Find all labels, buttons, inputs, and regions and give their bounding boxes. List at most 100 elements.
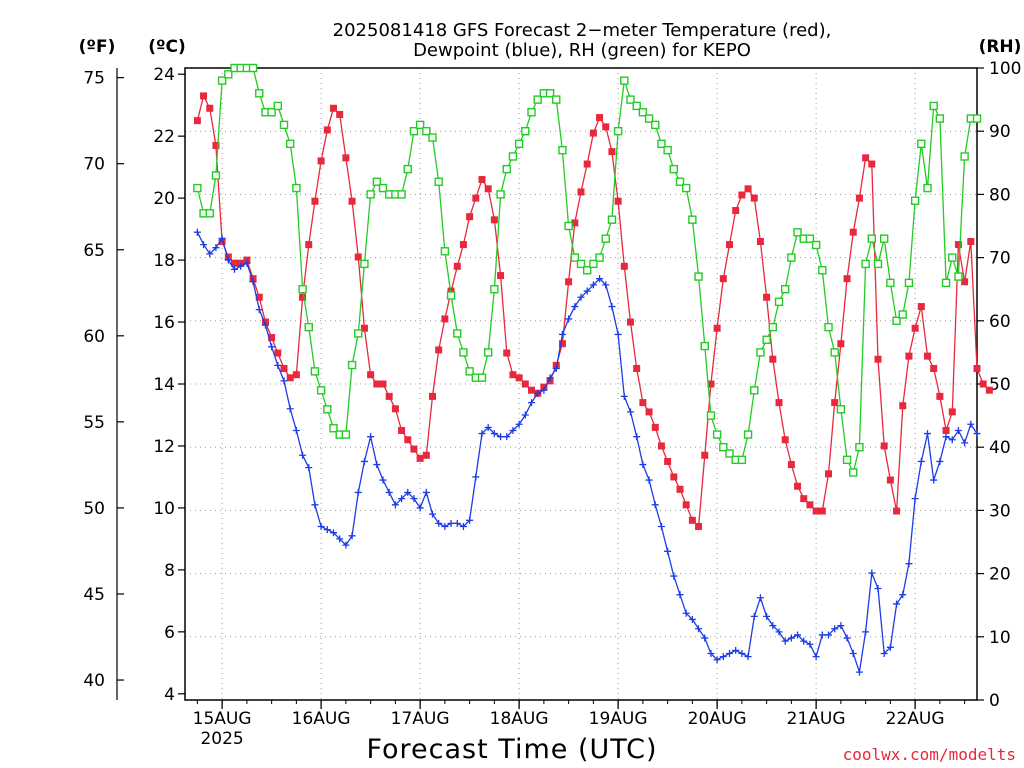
dewpoint-point — [936, 457, 944, 465]
temperature-point — [596, 114, 604, 122]
rh-point — [756, 348, 765, 357]
temperature-point — [268, 334, 276, 342]
dewpoint-point — [849, 650, 857, 658]
rh-point — [929, 101, 938, 111]
dewpoint-point — [738, 650, 746, 658]
dewpoint-point — [206, 250, 214, 258]
temperature-point — [497, 272, 505, 280]
dewpoint-point — [942, 433, 950, 441]
dewpoint-point — [231, 265, 238, 273]
temperature-point — [855, 194, 863, 202]
temperature-point — [695, 523, 703, 531]
temperature-point — [750, 194, 758, 202]
temperature-point — [756, 237, 764, 245]
dewpoint-point — [237, 262, 245, 270]
rh-point — [582, 266, 592, 275]
temperature-point — [212, 141, 220, 149]
dewpoint-point — [552, 365, 560, 373]
dewpoint-point — [633, 433, 641, 441]
dewpoint-point — [787, 634, 795, 642]
temperature-point — [682, 501, 690, 509]
dewpoint-point — [268, 343, 276, 351]
temperature-point — [979, 380, 987, 388]
rh-point — [651, 120, 660, 130]
temperature-point — [602, 123, 610, 131]
rh-point — [589, 259, 598, 269]
dewpoint-point — [243, 259, 251, 267]
rh-point — [644, 114, 654, 123]
temperature-point — [893, 507, 901, 515]
temperature-point — [837, 340, 845, 348]
dewpoint-point — [193, 228, 201, 236]
temperature-point — [701, 451, 709, 459]
celsius-tick-label: 18 — [153, 251, 175, 271]
dewpoint-point — [719, 653, 727, 661]
temperature-point — [323, 126, 331, 134]
dewpoint-point — [311, 501, 319, 509]
rh-point — [446, 291, 456, 300]
dewpoint-point — [924, 430, 931, 438]
series-layer — [193, 63, 993, 676]
temperature-point — [336, 110, 344, 118]
rh-point — [341, 430, 351, 439]
temperature-point — [490, 216, 498, 224]
rh-point — [898, 310, 907, 319]
source-credit-link[interactable]: coolwx.com/modelts — [843, 745, 1016, 764]
temperature-point — [769, 355, 777, 363]
dewpoint-point — [750, 612, 758, 620]
rh-point — [360, 259, 369, 269]
rh-point — [725, 449, 734, 458]
temperature-point — [311, 197, 319, 205]
temperature-point — [985, 386, 993, 394]
dewpoint-point — [781, 637, 789, 645]
dewpoint-point — [459, 523, 467, 531]
fahrenheit-tick-label: 75 — [83, 69, 105, 89]
rh-point — [861, 259, 870, 269]
rh-point — [830, 348, 839, 357]
celsius-tick-label: 14 — [153, 375, 175, 395]
chart-title-line-1: 2025081418 GFS Forecast 2−meter Temperat… — [333, 20, 832, 41]
temperature-point — [899, 402, 907, 410]
rh-point — [620, 76, 629, 85]
rh-tick-label: 40 — [989, 438, 1011, 458]
temperature-point — [435, 346, 443, 354]
rh-point — [750, 386, 759, 395]
dewpoint-point — [930, 476, 938, 484]
temperature-point — [410, 445, 418, 453]
temperature-point — [317, 157, 325, 165]
temperature-point — [664, 457, 672, 465]
temperature-point — [330, 104, 337, 112]
temperature-point — [509, 371, 517, 379]
rh-point — [805, 234, 815, 243]
x-tick-label: 17AUG — [391, 709, 450, 729]
rh-point — [607, 215, 617, 224]
temperature-point — [849, 228, 857, 236]
dewpoint-point — [837, 622, 845, 630]
temperature-point — [620, 262, 628, 270]
rh-point — [255, 89, 264, 98]
temperature-point — [948, 408, 956, 416]
rh-point — [422, 126, 431, 136]
dewpoint-point — [323, 526, 331, 534]
dewpoint-point — [249, 278, 257, 286]
dewpoint-point — [373, 461, 381, 469]
celsius-tick-label: 16 — [153, 313, 175, 333]
dewpoint-point — [398, 495, 406, 503]
rh-point — [849, 468, 858, 477]
temperature-point — [299, 293, 307, 301]
dewpoint-point — [688, 615, 696, 623]
rh-point — [508, 152, 518, 161]
dewpoint-point — [453, 519, 461, 527]
temperature-point — [342, 154, 350, 162]
temperature-point — [429, 392, 436, 400]
rh-point — [310, 367, 320, 376]
rh-point — [545, 89, 555, 98]
rh-point — [453, 329, 462, 338]
rh-point — [347, 360, 357, 370]
dewpoint-point — [385, 488, 393, 496]
x-tick-label: 15AUG — [193, 709, 252, 729]
temperature-point — [868, 160, 876, 168]
rh-point — [632, 101, 641, 111]
rh-point — [193, 183, 202, 193]
rh-point — [904, 278, 914, 288]
